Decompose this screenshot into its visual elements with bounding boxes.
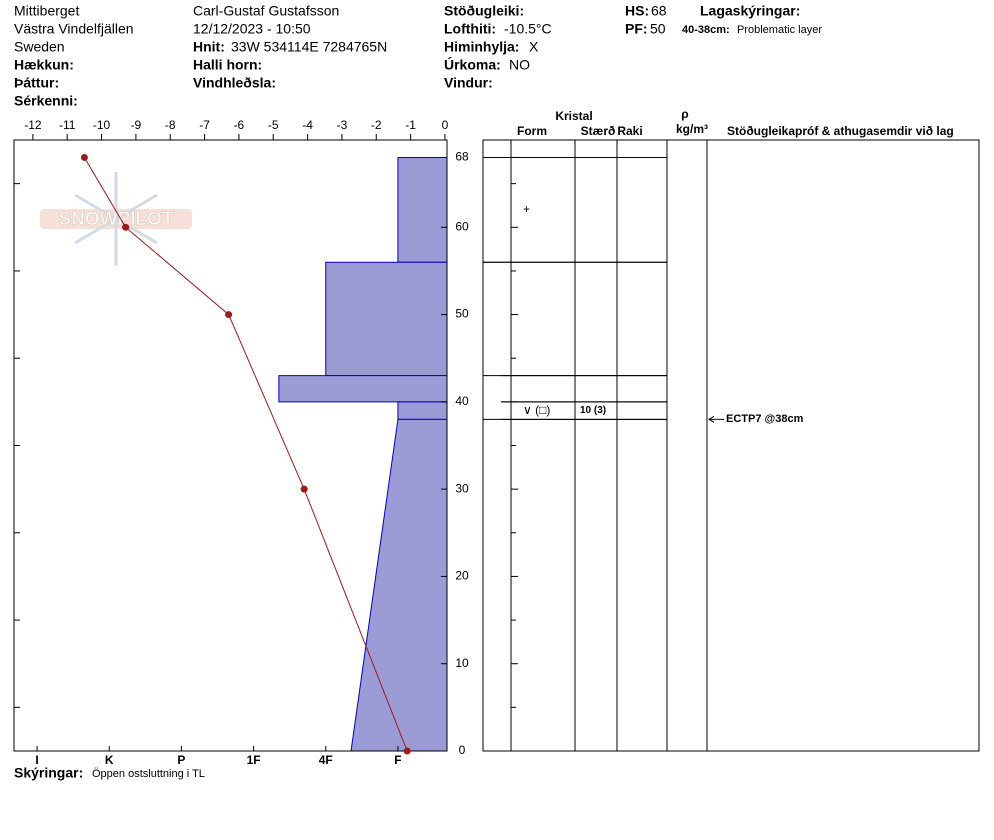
label: Lofthiti:	[444, 21, 496, 37]
hardness-tick-label: I	[35, 753, 38, 767]
hardness-tick-label: 1F	[247, 753, 261, 767]
x-tick-label: -1	[405, 118, 416, 132]
label: Úrkoma:	[444, 56, 501, 73]
observer: Carl-Gustaf Gustafsson	[193, 3, 339, 19]
temperature-point	[300, 485, 308, 493]
air-temp: -10.5°C	[504, 21, 552, 37]
precip: NO	[509, 57, 530, 73]
datetime: 12/12/2023 - 10:50	[193, 21, 311, 37]
temperature-point	[225, 311, 233, 319]
grain-form: ∨ (□)	[523, 403, 550, 417]
table-frame	[482, 139, 980, 752]
th: Stærð	[581, 124, 616, 138]
hardness-tick-label: K	[105, 753, 114, 767]
label: Himinhylja:	[444, 39, 519, 55]
watermark-text: SNOWPILOT	[58, 209, 173, 230]
region: Västra Vindelfjällen	[14, 21, 134, 37]
footer-text: Öppen ostsluttning i TL	[92, 768, 205, 780]
watermark: SNOWPILOT	[40, 172, 192, 266]
test-label: ECTP7 @38cm	[726, 413, 804, 425]
th: Form	[517, 124, 547, 138]
x-tick-label: -11	[59, 118, 76, 132]
th: ρ	[681, 107, 688, 121]
label: Hækkun:	[14, 57, 74, 73]
y-tick-label: 10	[455, 656, 469, 670]
x-tick-label: -4	[302, 118, 313, 132]
label: Lagaskýringar:	[700, 3, 800, 19]
hs: 68	[651, 3, 667, 19]
x-tick-label: -3	[337, 118, 348, 132]
test-arrowhead	[708, 415, 715, 423]
temperature-line	[83, 157, 408, 752]
label: PF:	[625, 21, 648, 37]
label: Sérkenni:	[14, 93, 78, 109]
label: Þáttur:	[14, 75, 59, 91]
sky: X	[529, 39, 539, 55]
hardness-bar	[397, 156, 448, 263]
hardness-tick-label: F	[394, 753, 401, 767]
x-tick-label: -9	[131, 118, 142, 132]
th: Kristal	[555, 109, 592, 123]
y-tick-label: 40	[455, 394, 469, 408]
table-headers: Kristal Form Stærð Raki ρ kg/m³ Stöðugle…	[517, 107, 954, 138]
temperature-point	[122, 223, 130, 231]
coords: 33W 534114E 7284765N	[231, 39, 387, 55]
hardness-bar	[325, 261, 448, 377]
hardness-bar	[350, 418, 448, 752]
hardness-bar	[278, 375, 448, 403]
label: Hnit:	[193, 39, 225, 55]
x-tick-label: -10	[93, 118, 111, 132]
temperature-point	[80, 153, 88, 161]
grain-form: +	[523, 202, 530, 216]
x-tick-label: -2	[371, 118, 382, 132]
th: Raki	[617, 124, 642, 138]
layer-note-range: 40-38cm:	[682, 24, 730, 36]
header: Mittiberget Västra Vindelfjällen Sweden …	[14, 3, 822, 109]
country: Sweden	[14, 39, 65, 55]
label: Vindhleðsla:	[193, 75, 276, 91]
x-tick-label: -8	[165, 118, 176, 132]
label: HS:	[625, 3, 649, 19]
label: Halli horn:	[193, 57, 262, 73]
y-tick-label: 20	[455, 569, 469, 583]
layer-note: Problematic layer	[737, 24, 822, 36]
x-tick-label: 0	[442, 118, 449, 132]
label: Stöðugleiki:	[444, 3, 524, 19]
hardness-tick-label: P	[177, 753, 185, 767]
label: Vindur:	[444, 75, 493, 91]
y-tick-label: 30	[455, 481, 469, 495]
pf: 50	[650, 21, 666, 37]
grain-size: 10 (3)	[580, 405, 606, 416]
hardness-bar	[397, 401, 448, 420]
hardness-tick-label: 4F	[319, 753, 333, 767]
x-tick-label: -6	[234, 118, 245, 132]
x-tick-label: -5	[268, 118, 279, 132]
th: kg/m³	[676, 122, 708, 136]
temperature-point	[403, 747, 411, 755]
y-tick-label: 50	[455, 307, 469, 321]
footer-label: Skýringar:	[14, 765, 83, 781]
place: Mittiberget	[14, 3, 79, 19]
snowflake	[74, 172, 158, 266]
x-tick-label: -12	[24, 118, 42, 132]
th: Stöðugleikapróf & athugasemdir við lag	[727, 124, 954, 138]
y-tick-label: 68	[455, 150, 469, 164]
y-tick-label: 60	[455, 219, 469, 233]
x-tick-label: -7	[199, 118, 210, 132]
y-tick-label: 0	[459, 743, 466, 757]
